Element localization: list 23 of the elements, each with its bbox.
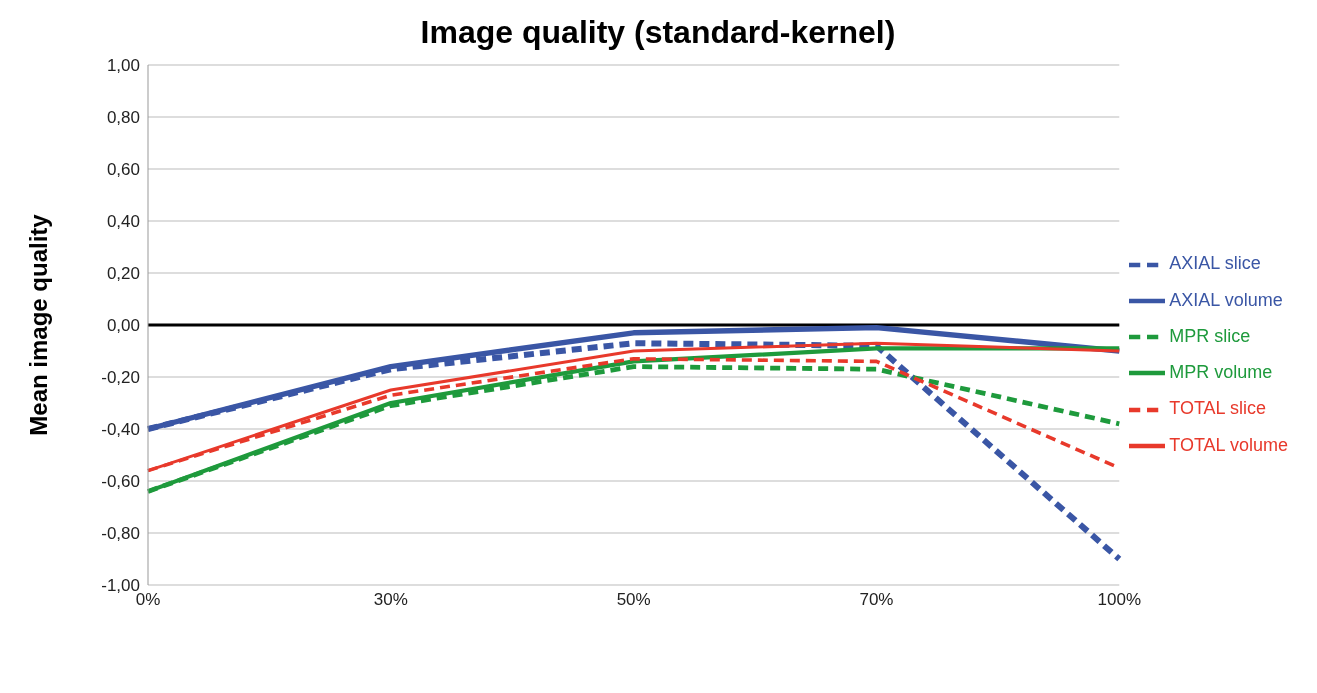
y-tick-label: 0,20 <box>106 264 140 284</box>
x-tick-label: 50% <box>616 590 651 610</box>
y-tick-label: 0,80 <box>106 108 140 128</box>
legend-label: AXIAL slice <box>1169 253 1261 274</box>
legend-label: TOTAL volume <box>1169 434 1288 455</box>
x-tick-label: 30% <box>373 590 408 610</box>
x-tick-label: 0% <box>135 590 161 610</box>
x-tick-label: 100% <box>1097 590 1142 610</box>
y-tick-label: -0,80 <box>101 524 140 544</box>
legend-label: AXIAL volume <box>1169 289 1283 310</box>
y-axis-title: Mean image quality <box>24 213 52 436</box>
y-tick-label: 0,60 <box>106 160 140 180</box>
x-tick-label: 70% <box>859 590 894 610</box>
y-tick-label: 0,00 <box>106 316 140 336</box>
y-tick-label: -0,20 <box>101 368 140 388</box>
y-tick-label: 1,00 <box>106 56 140 76</box>
y-tick-label: -0,40 <box>101 420 140 440</box>
y-tick-label: 0,40 <box>106 212 140 232</box>
legend-label: MPR volume <box>1169 362 1273 382</box>
legend-label: MPR slice <box>1169 325 1251 346</box>
chart-title: Image quality (standard-kernel) <box>419 14 897 51</box>
legend-label: TOTAL slice <box>1169 398 1266 419</box>
y-tick-label: -0,60 <box>101 472 140 492</box>
